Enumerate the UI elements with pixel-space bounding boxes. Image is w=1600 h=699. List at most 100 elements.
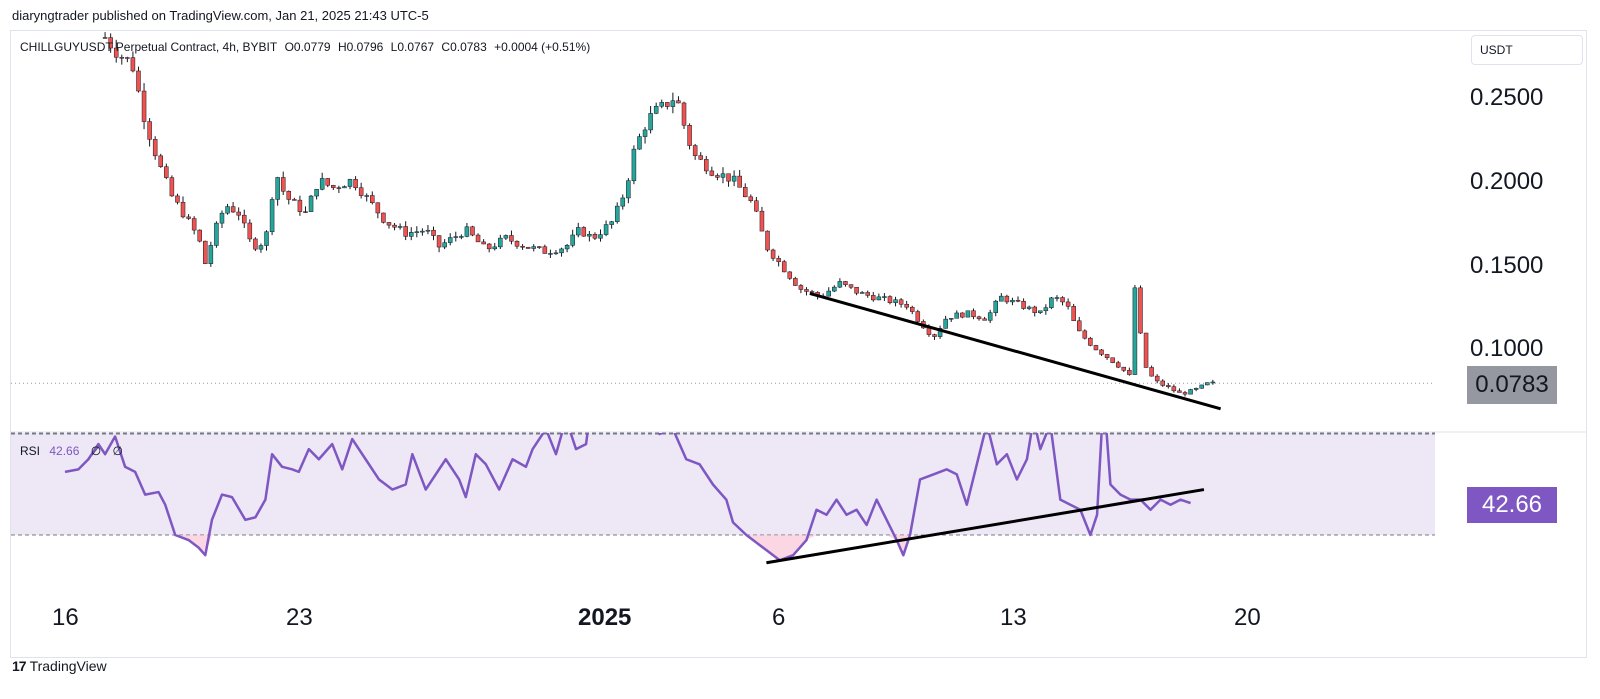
candle-up [832,286,837,292]
candle-down [765,230,770,251]
candle-down [486,243,492,250]
candle-up [397,226,403,228]
footer-brand[interactable]: 17 TradingView [12,658,107,674]
brand-name: TradingView [29,658,107,674]
candle-down [1021,300,1026,309]
candle-up [342,186,347,189]
candle-down [520,245,525,248]
candle-down [130,57,136,72]
candle-down [926,327,932,335]
candle-down [403,226,408,237]
candle-down [236,211,241,216]
candle-up [208,245,214,264]
candle-up [408,232,414,237]
candle-up [1132,287,1138,375]
candle-down [787,271,793,279]
candle-up [653,105,659,114]
last-price-tag: 0.0783 [1467,366,1557,404]
candle-down [676,100,681,104]
candle-down [665,102,670,107]
candle-down [1143,332,1149,368]
candle-down [119,56,125,59]
candle-down [843,281,848,285]
candle-down [141,90,147,122]
x-tick-label: 20 [1234,604,1261,631]
candle-down [692,145,698,156]
candle-up [837,281,843,288]
candle-up [1049,297,1054,308]
candle-up [1026,306,1032,309]
candle-down [709,170,715,176]
candle-up [720,173,726,178]
candle-down [470,226,475,236]
candle-up [876,296,882,301]
candle-down [280,177,286,192]
candle-down [186,216,191,219]
candle-up [503,235,509,239]
candle-down [1104,354,1110,358]
x-tick-label: 13 [1000,604,1027,631]
rsi-label[interactable]: RSI [20,444,41,458]
candle-down [932,334,937,337]
candle-down [381,212,386,223]
candle-down [253,238,258,250]
chart-frame [10,30,1587,658]
candle-up [319,178,325,190]
candle-up [1188,389,1193,395]
x-tick-label: 23 [286,604,313,631]
candle-down [353,179,358,188]
currency-button[interactable]: USDT [1471,35,1583,65]
candle-down [191,218,197,231]
candle-down [1088,337,1093,346]
candle-down [704,159,709,172]
candle-down [537,246,542,248]
y-tick-label: 0.2000 [1470,168,1544,195]
candle-down [809,291,815,293]
candle-down [1177,390,1182,393]
candle-down [386,222,392,226]
candle-down [1166,385,1171,387]
candle-up [893,299,898,303]
candle-down [1071,306,1076,322]
candle-up [275,177,280,200]
candle-up [225,206,230,214]
candle-down [776,258,781,262]
rsi-legend: RSI 42.66 ∅ ∅ [20,444,123,458]
candle-up [553,252,559,255]
symbol-name[interactable]: CHILLGUYUSDT Perpetual Contract, 4h, BYB… [20,40,278,54]
candle-up [948,318,954,320]
y-tick-label: 0.1000 [1470,335,1544,362]
candle-down [1082,330,1088,339]
candle-up [420,230,425,233]
candle-down [125,57,130,59]
candle-down [798,285,804,290]
candle-up [631,148,637,181]
candle-up [670,100,676,107]
candle-up [648,113,653,131]
candle-down [898,299,904,305]
tradingview-logo-icon: 17 [12,658,27,674]
rsi-band [11,433,1435,535]
candle-down [358,187,364,196]
candle-up [937,328,943,337]
candle-down [102,37,108,39]
ohlc-close: C0.0783 [441,40,487,54]
candle-down [1004,295,1010,303]
candle-down [681,102,687,126]
candle-up [258,245,264,250]
candle-up [659,102,664,107]
rsi-trendline [766,488,1205,565]
candle-down [871,295,876,301]
candle-down [759,210,765,232]
candle-up [464,226,470,237]
candle-down [175,195,180,203]
candle-up [620,197,626,207]
candle-up [954,312,960,319]
candle-down [848,284,854,288]
candle-up [1193,388,1199,390]
candle-down [169,177,175,197]
candle-down [915,311,921,322]
candle-down [147,121,152,140]
candle-up [614,205,620,222]
